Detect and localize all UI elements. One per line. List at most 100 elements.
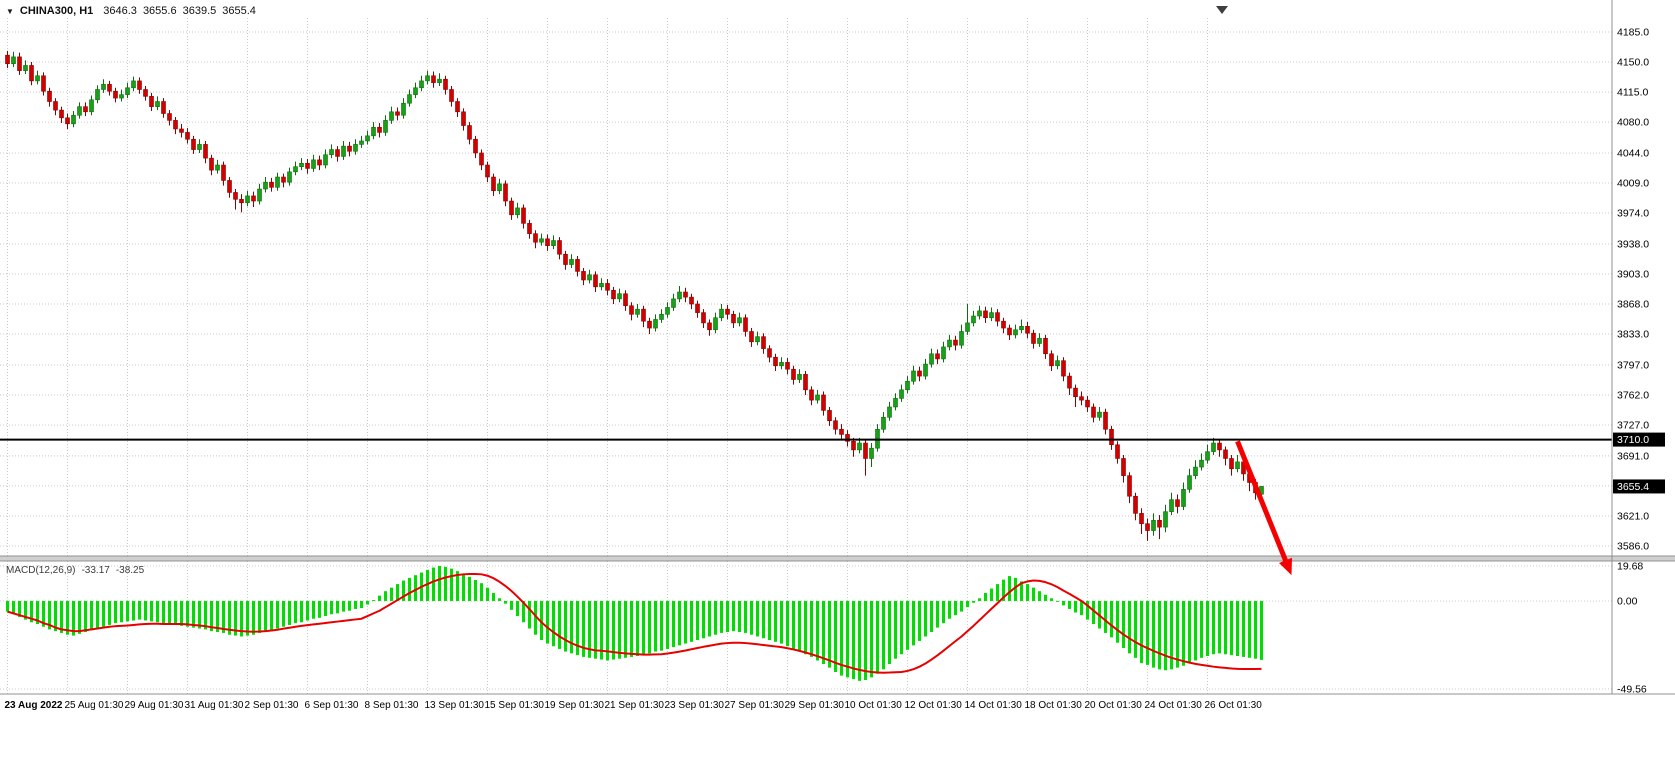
time-axis-label: 31 Aug 01:30 bbox=[185, 700, 244, 711]
candle-body bbox=[1049, 353, 1054, 367]
time-axis-label: 23 Sep 01:30 bbox=[665, 700, 725, 711]
time-axis-label: 27 Sep 01:30 bbox=[725, 700, 785, 711]
chart-plot-area[interactable] bbox=[0, 18, 1612, 556]
price-axis-label: 3868.0 bbox=[1617, 299, 1649, 311]
candle-body bbox=[707, 322, 712, 331]
candle-body bbox=[809, 389, 814, 401]
candle-body bbox=[383, 120, 388, 133]
macd-signal-value: -38.25 bbox=[115, 565, 145, 576]
candle-body bbox=[1073, 387, 1078, 397]
candle-body bbox=[461, 111, 466, 126]
candle-body bbox=[53, 101, 58, 111]
pane-separator[interactable] bbox=[0, 556, 1675, 561]
macd-axis-label: 19.68 bbox=[1617, 561, 1643, 573]
candle-body bbox=[893, 398, 898, 408]
candle-body bbox=[395, 111, 400, 116]
candle-body bbox=[869, 447, 874, 459]
candle-body bbox=[1067, 375, 1072, 389]
trend-arrow-shaft[interactable] bbox=[1235, 440, 1291, 568]
candle-body bbox=[287, 171, 292, 183]
price-axis-label: 3833.0 bbox=[1617, 329, 1649, 341]
candle-body bbox=[1031, 332, 1036, 344]
candle-body bbox=[473, 138, 478, 154]
candle-body bbox=[179, 128, 184, 133]
candle-body bbox=[299, 162, 304, 168]
quote-high: 3655.6 bbox=[142, 5, 177, 17]
candle-body bbox=[917, 370, 922, 377]
candle-body bbox=[347, 145, 352, 152]
time-axis-label: 24 Oct 01:30 bbox=[1145, 700, 1203, 711]
candle-body bbox=[683, 291, 688, 298]
price-axis-label: 4150.0 bbox=[1617, 57, 1649, 69]
candle-body bbox=[101, 84, 106, 90]
candle-body bbox=[671, 298, 676, 308]
candle-body bbox=[335, 149, 340, 157]
candle-body bbox=[1055, 360, 1060, 367]
candle-body bbox=[35, 75, 40, 82]
candle-body bbox=[611, 289, 616, 300]
time-axis-label: 21 Sep 01:30 bbox=[605, 700, 665, 711]
candle-body bbox=[305, 162, 310, 169]
candle-body bbox=[599, 283, 604, 288]
candle-body bbox=[911, 370, 916, 382]
trend-arrow-head[interactable] bbox=[1279, 557, 1293, 576]
candle-body bbox=[185, 132, 190, 140]
time-axis-label: 10 Oct 01:30 bbox=[845, 700, 903, 711]
candle-body bbox=[1043, 338, 1048, 355]
candle-body bbox=[827, 410, 832, 422]
candle-body bbox=[155, 101, 160, 107]
candle-body bbox=[1139, 513, 1144, 524]
quote-open: 3646.3 bbox=[103, 5, 137, 17]
candle-body bbox=[983, 310, 988, 319]
price-axis[interactable] bbox=[1613, 0, 1675, 694]
candle-body bbox=[263, 181, 268, 190]
candle-body bbox=[227, 180, 232, 193]
time-axis-label: 12 Oct 01:30 bbox=[905, 700, 963, 711]
time-axis-label: 19 Sep 01:30 bbox=[545, 700, 605, 711]
candle-body bbox=[545, 238, 550, 246]
candle-body bbox=[725, 308, 730, 315]
time-axis-label: 20 Oct 01:30 bbox=[1085, 700, 1143, 711]
candle-body bbox=[239, 199, 244, 204]
time-axis-label: 18 Oct 01:30 bbox=[1025, 700, 1083, 711]
time-axis-label: 25 Aug 01:30 bbox=[65, 700, 124, 711]
candle-body bbox=[977, 310, 982, 317]
candle-body bbox=[41, 75, 46, 92]
candle-body bbox=[1019, 326, 1024, 331]
candle-body bbox=[833, 420, 838, 430]
candle-body bbox=[353, 144, 358, 152]
candle-body bbox=[401, 102, 406, 116]
candle-body bbox=[137, 80, 142, 90]
candle-body bbox=[485, 164, 490, 178]
candle-body bbox=[431, 75, 436, 83]
price-axis-label: 3762.0 bbox=[1617, 389, 1649, 401]
candle-body bbox=[1145, 523, 1150, 531]
candle-body bbox=[947, 339, 952, 348]
candle-body bbox=[1169, 499, 1174, 512]
candle-body bbox=[413, 87, 418, 95]
symbol-dropdown-icon[interactable]: ▼ bbox=[6, 6, 14, 16]
candle-body bbox=[923, 363, 928, 377]
macd-axis-label: 0.00 bbox=[1617, 595, 1638, 607]
price-axis-label: 3727.0 bbox=[1617, 420, 1649, 432]
candle-body bbox=[209, 157, 214, 171]
candle-body bbox=[59, 109, 64, 119]
candle-body bbox=[281, 176, 286, 183]
candle-body bbox=[1061, 360, 1066, 377]
candle-body bbox=[653, 319, 658, 329]
candle-body bbox=[251, 195, 256, 202]
macd-indicator-label: MACD(12,26,9) -33.17 -38.25 bbox=[6, 565, 150, 576]
candle-body bbox=[1181, 489, 1186, 507]
candle-body bbox=[533, 233, 538, 243]
candle-body bbox=[467, 125, 472, 140]
candle-body bbox=[77, 106, 82, 116]
candle-body bbox=[1187, 475, 1192, 490]
candle-body bbox=[605, 283, 610, 291]
chart-shift-marker[interactable] bbox=[1216, 6, 1228, 14]
time-axis-label: 26 Oct 01:30 bbox=[1205, 700, 1263, 711]
candle-body bbox=[275, 176, 280, 188]
candle-body bbox=[389, 111, 394, 121]
candle-body bbox=[1109, 428, 1114, 446]
candle-body bbox=[293, 166, 298, 173]
